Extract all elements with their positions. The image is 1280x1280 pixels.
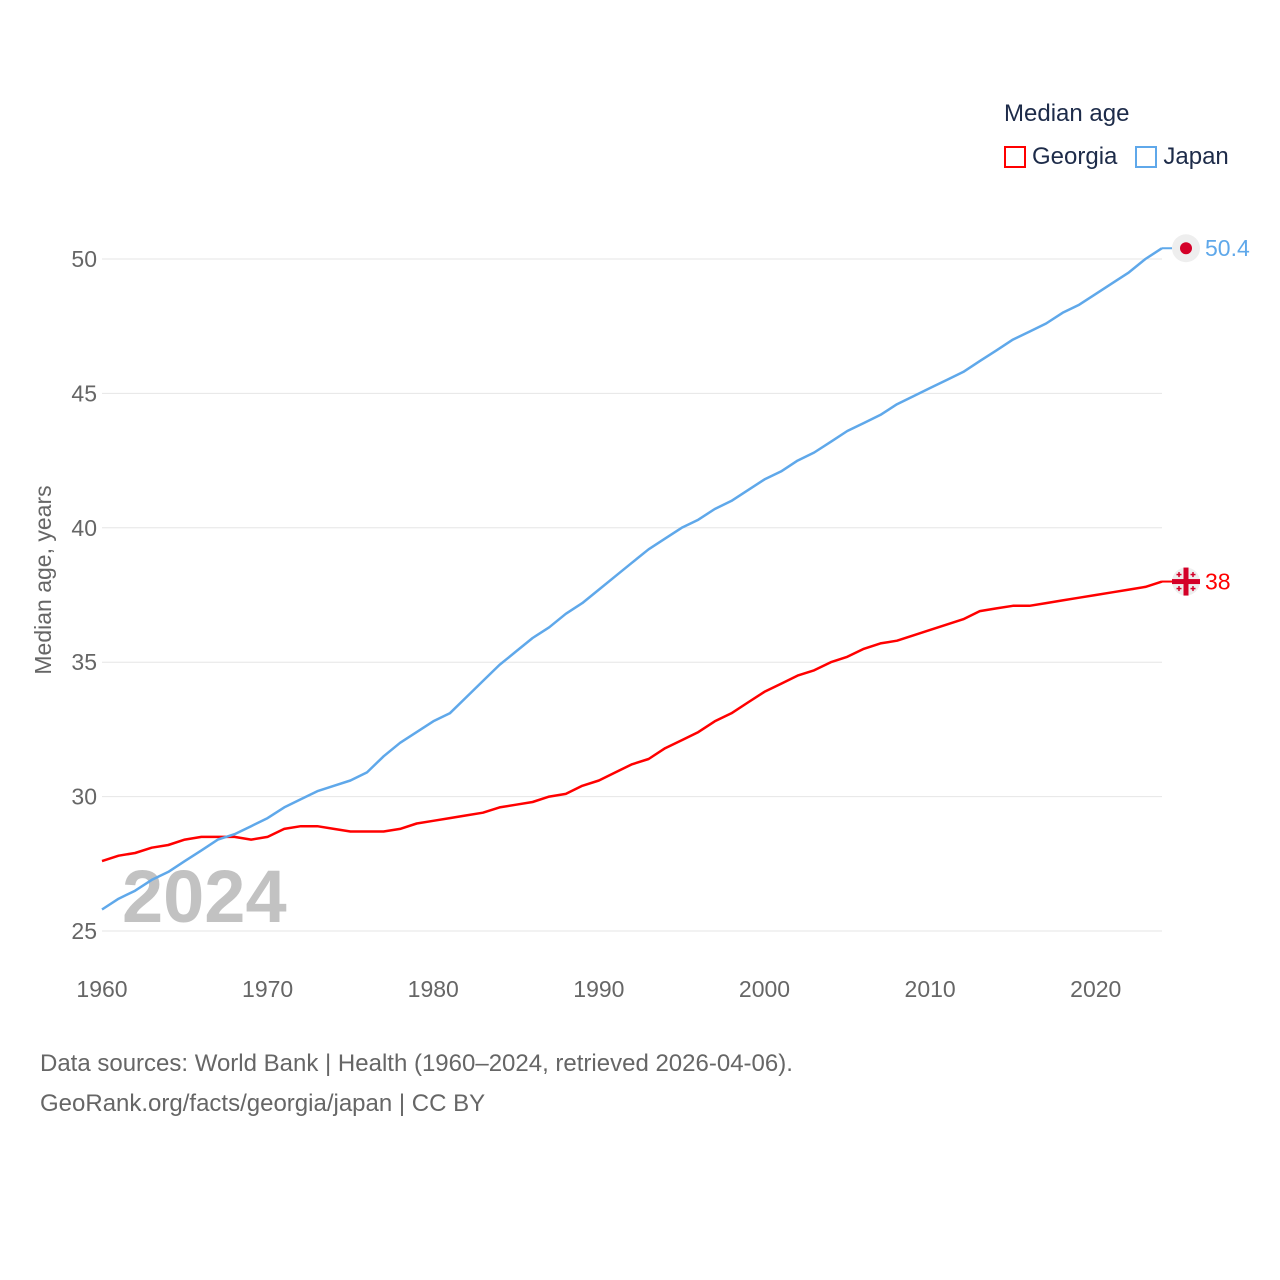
x-tick-label: 2020	[1070, 976, 1121, 1002]
year-watermark: 2024	[122, 855, 287, 938]
x-tick-label: 2000	[739, 976, 790, 1002]
end-value-label: 50.4	[1205, 235, 1250, 261]
japan-swatch-icon	[1135, 146, 1158, 168]
legend-item-georgia[interactable]: Georgia	[1004, 143, 1117, 171]
y-tick-label: 40	[71, 515, 97, 541]
georgia-flag-icon	[1172, 567, 1200, 596]
y-tick-label: 25	[71, 918, 97, 944]
data-source-text: Data sources: World Bank | Health (1960–…	[40, 1050, 793, 1077]
georgia-swatch-icon	[1004, 146, 1026, 168]
legend-label: Japan	[1163, 143, 1229, 170]
japan-flag-icon	[1172, 234, 1200, 263]
x-tick-label: 1960	[76, 976, 127, 1002]
series-line-georgia	[101, 580, 1163, 863]
y-axis-label: Median age, years	[30, 485, 56, 674]
x-tick-label: 1980	[408, 976, 459, 1002]
x-tick-label: 2010	[905, 976, 956, 1002]
y-tick-label: 35	[71, 649, 97, 675]
legend-label: Georgia	[1032, 143, 1118, 170]
legend-item-japan[interactable]: Japan	[1135, 143, 1229, 171]
x-tick-label: 1990	[573, 976, 624, 1002]
series-line-japan	[101, 247, 1163, 911]
legend: Georgia Japan	[1004, 143, 1229, 171]
y-tick-label: 50	[71, 246, 97, 272]
end-value-label: 38	[1205, 569, 1231, 595]
y-tick-label: 45	[71, 380, 97, 406]
footer: Data sources: World Bank | Health (1960–…	[40, 1044, 793, 1124]
x-tick-label: 1970	[242, 976, 293, 1002]
attribution-link[interactable]: GeoRank.org/facts/georgia/japan | CC BY	[40, 1090, 486, 1117]
legend-title: Median age	[1004, 100, 1130, 127]
y-tick-label: 30	[71, 784, 97, 810]
